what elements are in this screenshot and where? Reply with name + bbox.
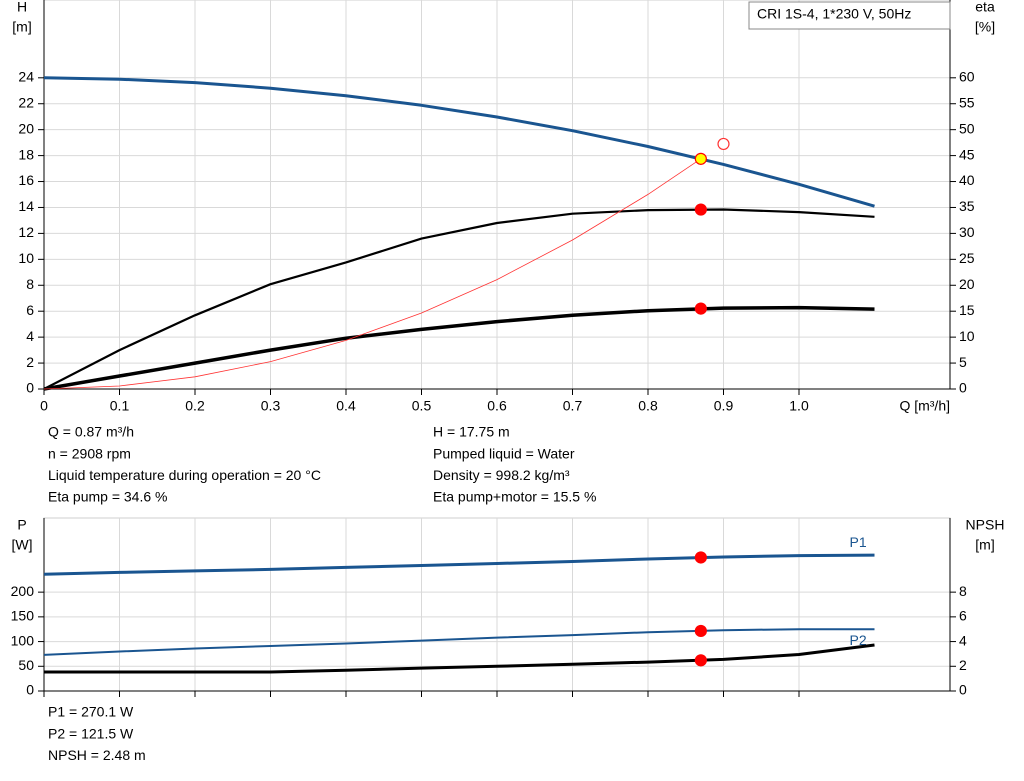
y2-tick-label: 35: [959, 198, 975, 214]
operating-point: [717, 137, 730, 151]
y-tick-label: 8: [26, 276, 34, 292]
y2-tick-label: 10: [959, 328, 975, 344]
y2-tick-label: 15: [959, 302, 975, 318]
operating-point: [694, 654, 707, 667]
info-text: Q = 0.87 m³/h: [48, 424, 134, 440]
y-tick-label: 22: [18, 94, 34, 110]
y2-axis-label: NPSH: [966, 517, 1005, 533]
curve: [43, 76, 875, 208]
x-tick-label: 1.0: [789, 398, 809, 414]
info-text: H = 17.75 m: [433, 424, 510, 440]
y-tick-label: 10: [18, 250, 34, 266]
y2-tick-label: 5: [959, 354, 967, 370]
y-tick-label: 24: [18, 69, 34, 85]
y2-tick-label: 55: [959, 94, 975, 110]
y-tick-label: 0: [26, 682, 34, 698]
y2-tick-label: 60: [959, 69, 975, 85]
curve: [43, 208, 875, 390]
y-tick-label: 2: [26, 354, 34, 370]
info-text: Density = 998.2 kg/m³: [433, 467, 570, 483]
y2-tick-label: 2: [959, 657, 967, 673]
y2-axis-label: [m]: [975, 537, 994, 553]
x-tick-label: 0.6: [487, 398, 507, 414]
x-tick-label: 0.2: [185, 398, 205, 414]
info-text: Eta pump = 34.6 %: [48, 489, 167, 505]
info-text: P2 = 121.5 W: [48, 725, 134, 741]
x-tick-label: 0.8: [638, 398, 658, 414]
x-axis-label: Q [m³/h]: [899, 398, 950, 414]
info-text: Pumped liquid = Water: [433, 445, 575, 461]
info-text: n = 2908 rpm: [48, 445, 131, 461]
y2-axis-label: [%]: [975, 19, 995, 35]
y-tick-label: 100: [11, 632, 35, 648]
operating-point: [694, 624, 707, 638]
y-tick-label: 16: [18, 172, 34, 188]
y-tick-label: 12: [18, 224, 34, 240]
y2-tick-label: 0: [959, 682, 967, 698]
series-label: P1: [850, 534, 867, 550]
curve: [43, 158, 702, 390]
x-tick-label: 0.5: [412, 398, 432, 414]
x-tick-label: 0.7: [563, 398, 583, 414]
y-tick-label: 200: [11, 583, 35, 599]
info-text: NPSH = 2.48 m: [48, 747, 146, 763]
y-tick-label: 50: [18, 657, 34, 673]
info-text: Liquid temperature during operation = 20…: [48, 467, 321, 483]
y2-tick-label: 30: [959, 224, 975, 240]
y-tick-label: 18: [18, 146, 34, 162]
y2-tick-label: 50: [959, 120, 975, 136]
y-axis-label: [m]: [12, 19, 31, 35]
y2-tick-label: 4: [959, 632, 967, 648]
y2-axis-label: eta: [975, 0, 995, 15]
y2-tick-label: 8: [959, 583, 967, 599]
y-tick-label: 4: [26, 328, 34, 344]
curve: [44, 643, 875, 674]
y-tick-label: 6: [26, 302, 34, 318]
x-tick-label: 0.1: [110, 398, 130, 414]
x-tick-label: 0.9: [714, 398, 734, 414]
operating-point: [694, 203, 707, 216]
y2-tick-label: 45: [959, 146, 975, 162]
x-tick-label: 0.3: [261, 398, 281, 414]
y-tick-label: 14: [18, 198, 34, 214]
y2-tick-label: 0: [959, 380, 967, 396]
series-label: P2: [850, 632, 867, 648]
info-text: P1 = 270.1 W: [48, 704, 134, 720]
title-box: [748, 1, 951, 30]
operating-point: [694, 551, 707, 564]
y-axis-label: P: [17, 517, 26, 533]
x-tick-label: 0: [40, 398, 48, 414]
y-axis-label: [W]: [12, 537, 33, 553]
y-tick-label: 20: [18, 120, 34, 136]
y-tick-label: 0: [26, 380, 34, 396]
y2-tick-label: 25: [959, 250, 975, 266]
y2-tick-label: 20: [959, 276, 975, 292]
curve: [43, 628, 875, 656]
y2-tick-label: 6: [959, 608, 967, 624]
x-tick-label: 0.4: [336, 398, 356, 414]
y2-tick-label: 40: [959, 172, 975, 188]
info-text: Eta pump+motor = 15.5 %: [433, 489, 596, 505]
operating-point: [694, 152, 707, 165]
chart-title: CRI 1S-4, 1*230 V, 50Hz: [757, 6, 911, 22]
curve: [43, 305, 875, 391]
operating-point: [694, 302, 707, 315]
y-axis-label: H: [17, 0, 27, 15]
y-tick-label: 150: [11, 608, 35, 624]
curve: [43, 553, 875, 576]
